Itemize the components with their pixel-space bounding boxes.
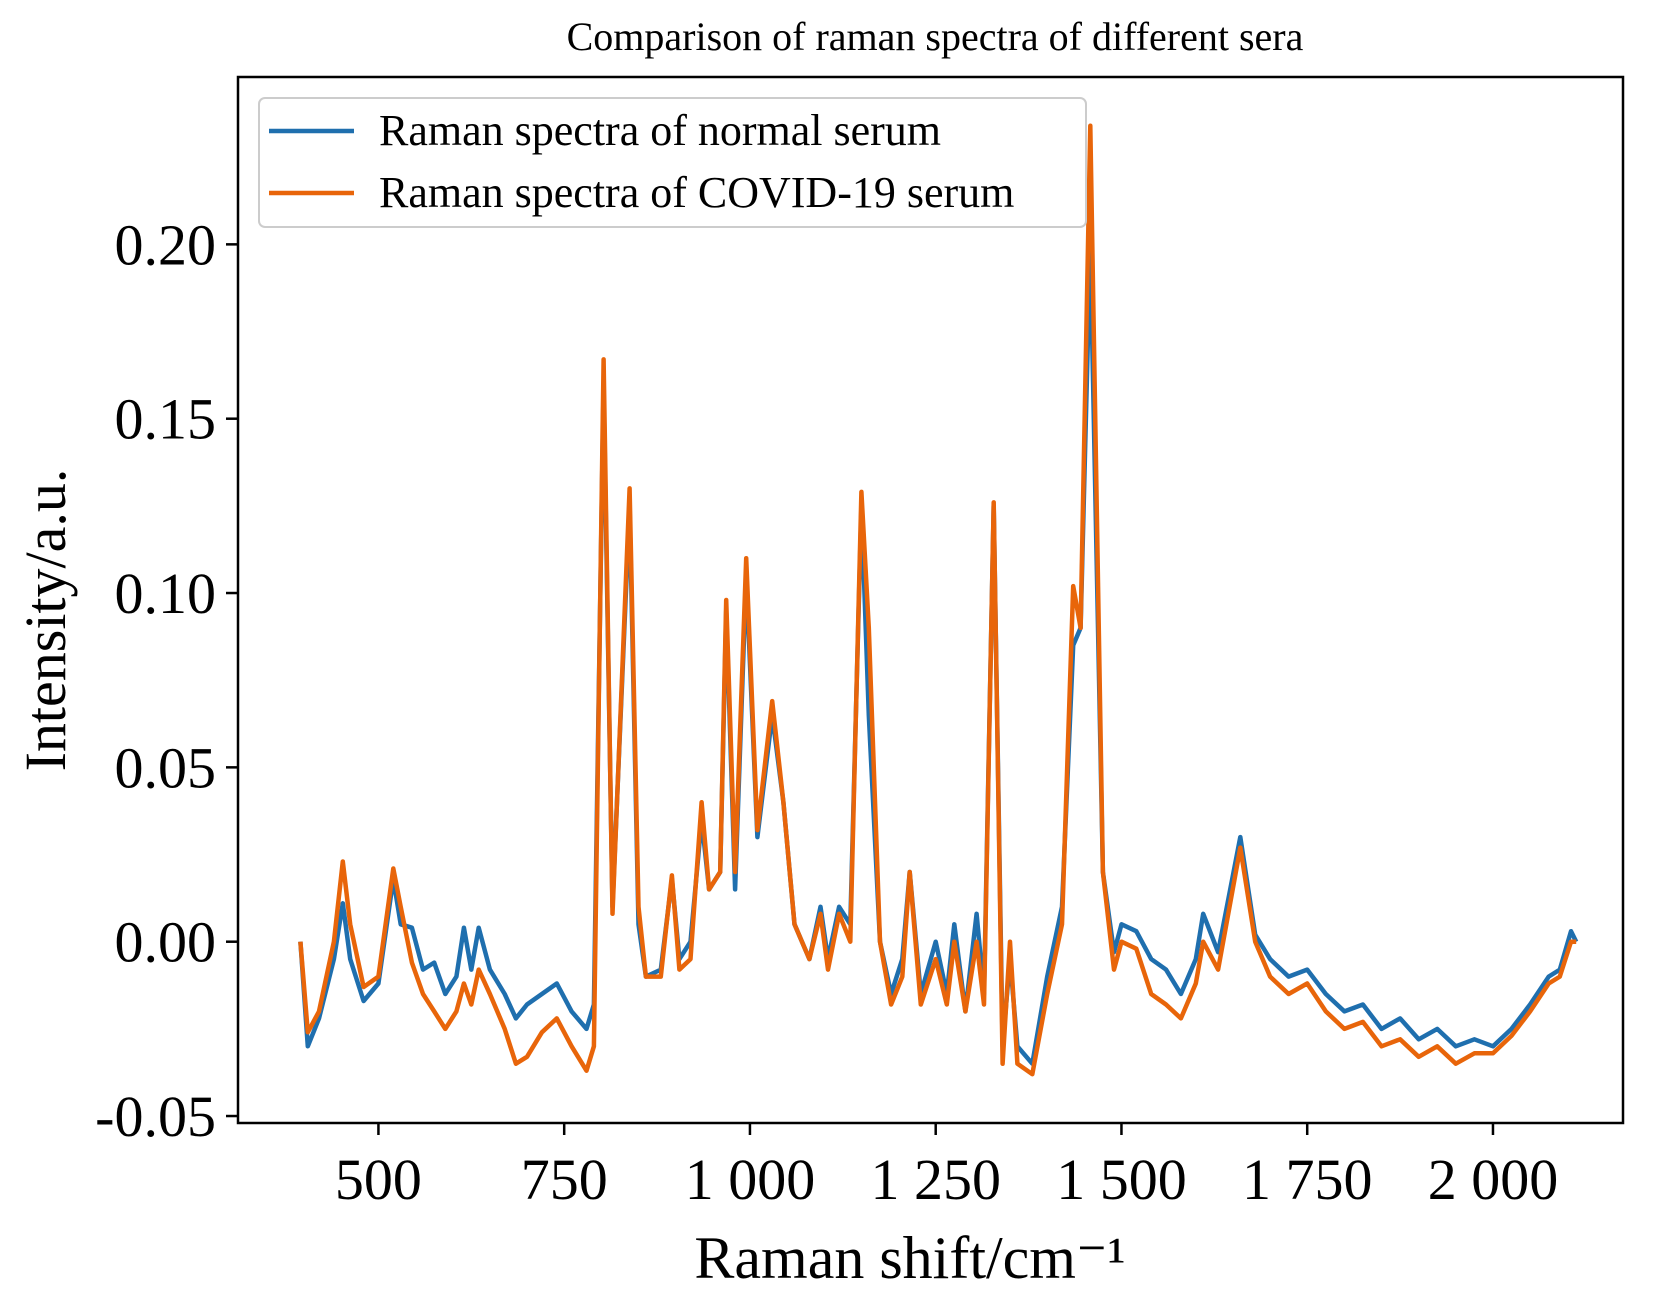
legend-box bbox=[258, 97, 1087, 228]
y-tick-label: -0.05 bbox=[95, 1084, 216, 1149]
x-tick-label: 1 250 bbox=[870, 1147, 1001, 1212]
legend-label: Raman spectra of normal serum bbox=[379, 106, 941, 155]
y-axis-label: Intensity/a.u. bbox=[13, 469, 78, 772]
plot-frame bbox=[236, 75, 1625, 1125]
chart-title: Comparison of raman spectra of different… bbox=[567, 14, 1304, 59]
series-line bbox=[298, 242, 1579, 1066]
y-tick-label: 0.00 bbox=[115, 910, 217, 975]
y-tick-label: 0.20 bbox=[115, 212, 217, 277]
x-tick-label: 750 bbox=[521, 1147, 608, 1212]
x-tick-label: 1 000 bbox=[685, 1147, 816, 1212]
legend-label: Raman spectra of COVID-19 serum bbox=[379, 168, 1014, 217]
y-tick-label: 0.15 bbox=[115, 387, 217, 452]
y-tick-label: 0.10 bbox=[115, 561, 217, 626]
x-tick-label: 2 000 bbox=[1428, 1147, 1559, 1212]
x-tick-label: 1 500 bbox=[1056, 1147, 1187, 1212]
series-line bbox=[298, 123, 1577, 1077]
y-tick-label: 0.05 bbox=[115, 735, 217, 800]
x-axis-label: Raman shift/cm⁻¹ bbox=[694, 1225, 1125, 1291]
x-tick-label: 500 bbox=[335, 1147, 422, 1212]
x-tick-label: 1 750 bbox=[1242, 1147, 1373, 1212]
